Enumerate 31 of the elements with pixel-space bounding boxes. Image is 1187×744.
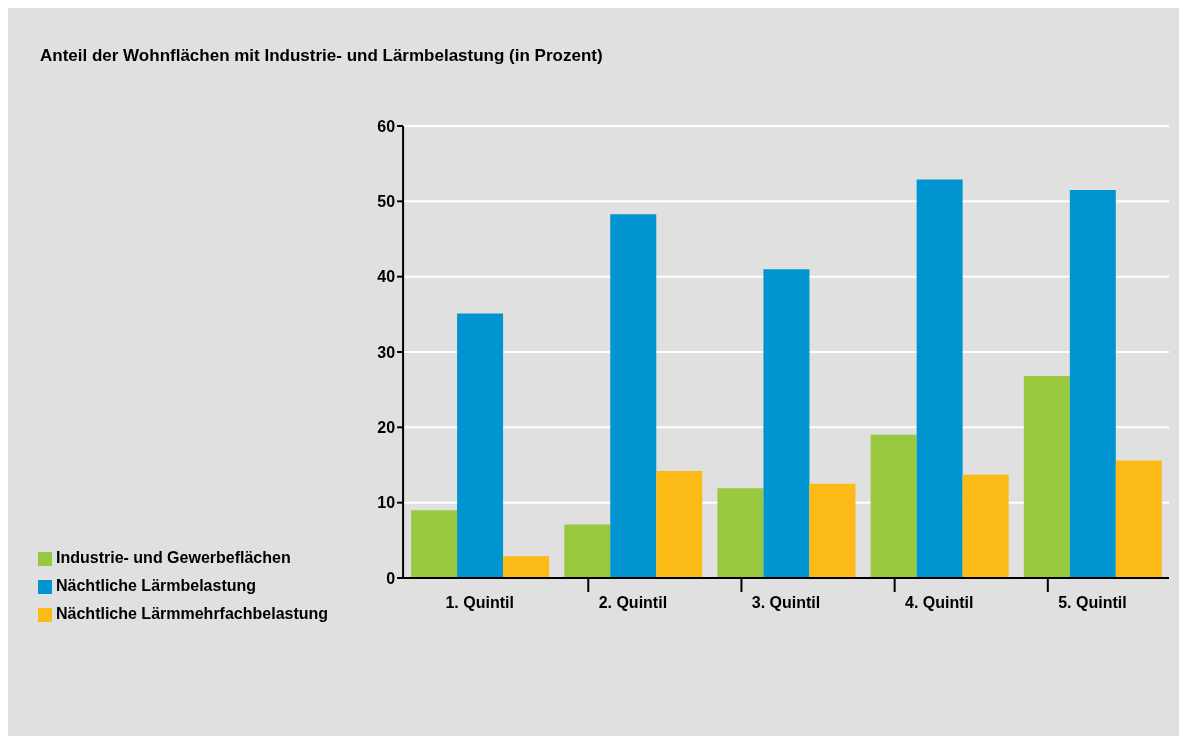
bar (870, 434, 917, 578)
bar (809, 483, 856, 578)
bar (962, 474, 1009, 578)
bar (503, 556, 550, 578)
x-tick-label: 5. Quintil (1058, 594, 1127, 611)
y-tick-label: 40 (377, 268, 396, 286)
y-tick-label: 0 (386, 569, 396, 587)
x-tick-label: 3. Quintil (751, 594, 821, 611)
bar (1115, 460, 1162, 578)
chart-title: Anteil der Wohnflächen mit Industrie- und Lärmbelastung (in Prozent) (40, 46, 603, 66)
bar (564, 524, 611, 578)
x-tick-label: 2. Quintil (598, 594, 668, 611)
x-tick-label: 4. Quintil (905, 594, 974, 611)
legend-label: Nächtliche Lärmmehrfachbelastung (56, 605, 329, 622)
bar (457, 313, 504, 578)
y-tick-label: 50 (377, 193, 396, 211)
bar (1023, 376, 1070, 578)
y-tick-label: 30 (377, 343, 396, 361)
y-tick-label: 20 (377, 419, 396, 437)
bar (656, 471, 703, 578)
bar (1069, 190, 1116, 578)
x-tick-label: 1. Quintil (445, 594, 514, 611)
y-tick-label: 60 (377, 117, 396, 135)
legend-label: Industrie- und Gewerbeflächen (56, 549, 291, 566)
bar (411, 510, 458, 578)
bar (610, 214, 657, 578)
legend-label: Nächtliche Lärmbelastung (56, 577, 257, 594)
bar (717, 488, 764, 578)
y-tick-label: 10 (377, 494, 396, 512)
bar (916, 179, 963, 578)
bar (763, 269, 810, 578)
